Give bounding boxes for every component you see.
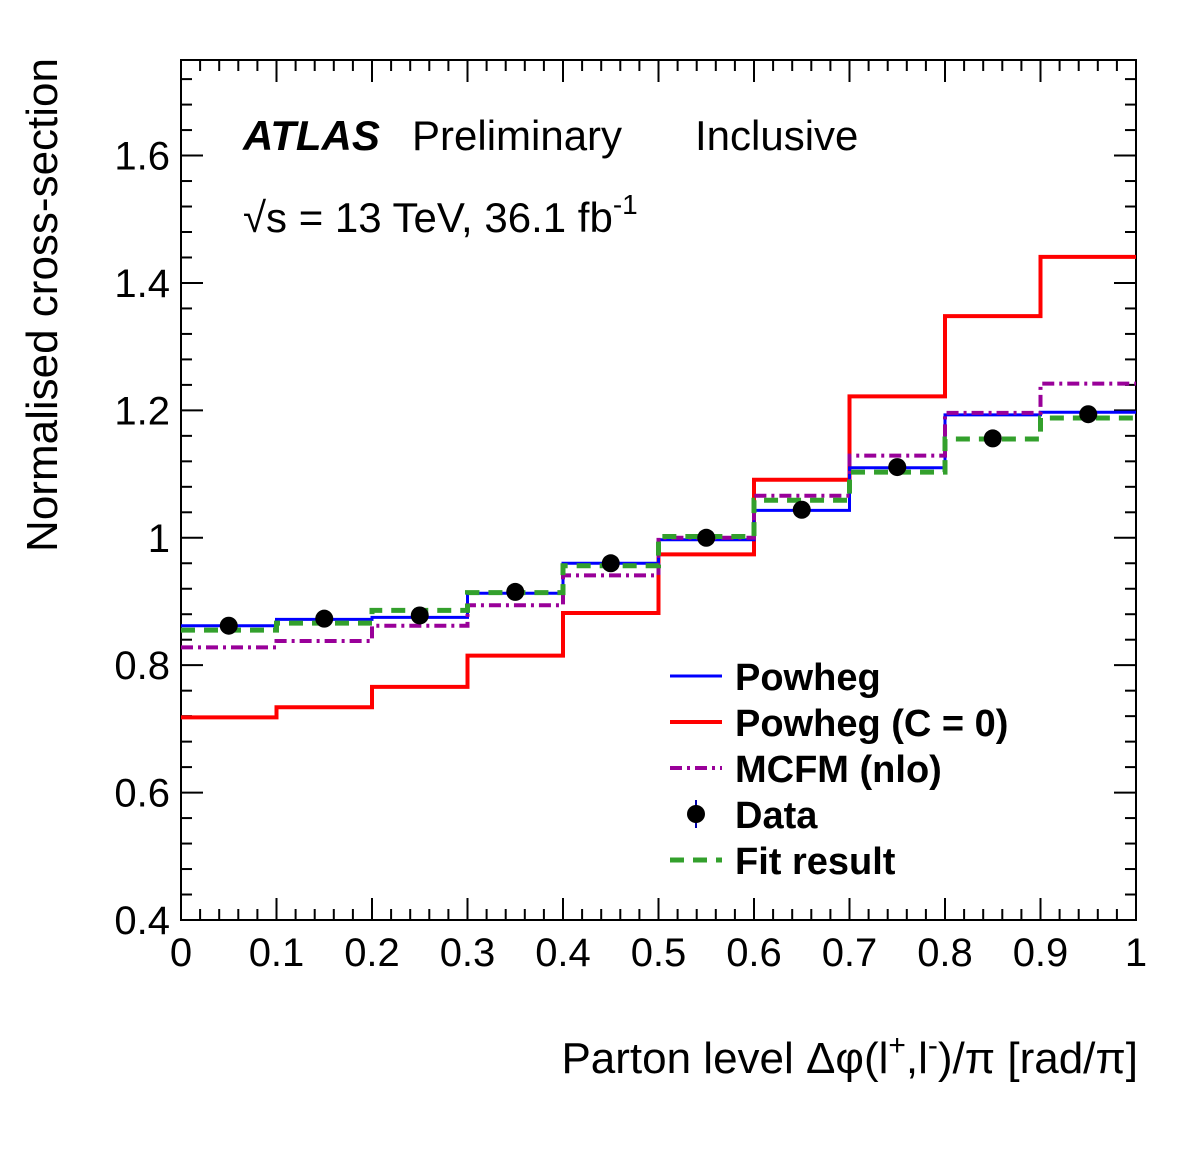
y-tick-label: 0.4 <box>114 899 170 943</box>
atlas-label: ATLAS <box>242 112 380 159</box>
series-powheg-c-0 <box>181 254 1136 720</box>
x-tick-label: 1 <box>1125 931 1147 975</box>
x-tick-label: 0.9 <box>1013 931 1069 975</box>
plot-frame <box>180 59 1137 921</box>
data-point <box>410 606 429 625</box>
data-point <box>315 609 334 628</box>
y-tick-label: 1.6 <box>114 135 170 179</box>
legend-label-mcfm-nlo: MCFM (nlo) <box>735 749 942 791</box>
x-axis-title: Parton level Δφ(l+,l-)/π [rad/π] <box>561 1029 1138 1083</box>
x-tick-label: 0.4 <box>535 931 591 975</box>
axis-ticks: 0 0.1 0.2 0.3 0.4 0.5 0.6 0.7 0.8 0.9 1 0.4 0.6 0.8 1 1… <box>114 60 1147 975</box>
plot-area-border <box>180 59 1137 921</box>
x-tick-label: 0 <box>170 931 192 975</box>
region-label: Inclusive <box>695 112 858 159</box>
legend-label-fit-result: Fit result <box>735 841 896 883</box>
x-tick-label: 0.2 <box>344 931 400 975</box>
data-point <box>219 616 238 635</box>
x-tick-label: 0.7 <box>822 931 878 975</box>
series-mcfm-nlo <box>181 381 1136 650</box>
data-point <box>792 500 811 519</box>
legend-label-powheg: Powheg <box>735 657 881 699</box>
energy-exponent: -1 <box>613 189 638 220</box>
x-tick-label: 0.5 <box>631 931 687 975</box>
x-tick-label: 0.6 <box>726 931 782 975</box>
x-tick-label: 0.3 <box>440 931 496 975</box>
legend-swatch-data <box>687 805 705 823</box>
energy-text: √s = 13 TeV, 36.1 fb <box>243 194 613 241</box>
legend-label-powheg-c-0: Powheg (C = 0) <box>735 703 1008 745</box>
y-tick-label: 1.4 <box>114 262 170 306</box>
y-tick-label: 0.6 <box>114 772 170 816</box>
data-point <box>983 429 1002 448</box>
preliminary-label: Preliminary <box>412 112 622 159</box>
x-tick-label: 0.1 <box>249 931 305 975</box>
data-point <box>888 458 907 477</box>
series-fit-result <box>181 415 1136 633</box>
data-point <box>506 582 525 601</box>
energy-label: √s = 13 TeV, 36.1 fb-1 <box>243 189 638 241</box>
data-point <box>697 528 716 547</box>
data-point <box>1079 405 1098 424</box>
data-point <box>601 554 620 573</box>
y-tick-label: 0.8 <box>114 644 170 688</box>
legend-label-data: Data <box>735 795 818 837</box>
x-tick-label: 0.8 <box>917 931 973 975</box>
y-axis-title: Normalised cross-section <box>18 58 67 552</box>
y-tick-label: 1 <box>148 517 170 561</box>
series-layer <box>181 254 1136 720</box>
y-tick-label: 1.2 <box>114 389 170 433</box>
